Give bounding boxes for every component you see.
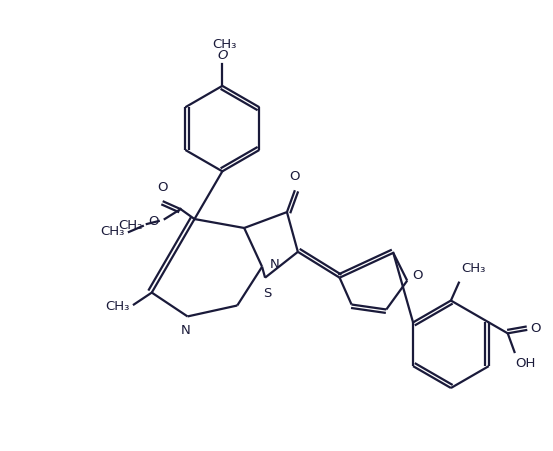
Text: CH₃: CH₃ bbox=[101, 226, 125, 239]
Text: O: O bbox=[412, 269, 422, 282]
Text: CH₂: CH₂ bbox=[118, 220, 143, 233]
Text: S: S bbox=[263, 287, 271, 299]
Text: CH₃: CH₃ bbox=[106, 300, 130, 313]
Text: O: O bbox=[290, 170, 300, 183]
Text: O: O bbox=[148, 215, 159, 227]
Text: O: O bbox=[158, 181, 168, 194]
Text: O: O bbox=[530, 322, 541, 336]
Text: CH₃: CH₃ bbox=[461, 262, 485, 275]
Text: N: N bbox=[181, 324, 190, 337]
Text: CH₃: CH₃ bbox=[212, 38, 237, 51]
Text: O: O bbox=[217, 49, 227, 62]
Text: N: N bbox=[270, 258, 280, 271]
Text: OH: OH bbox=[515, 357, 536, 370]
